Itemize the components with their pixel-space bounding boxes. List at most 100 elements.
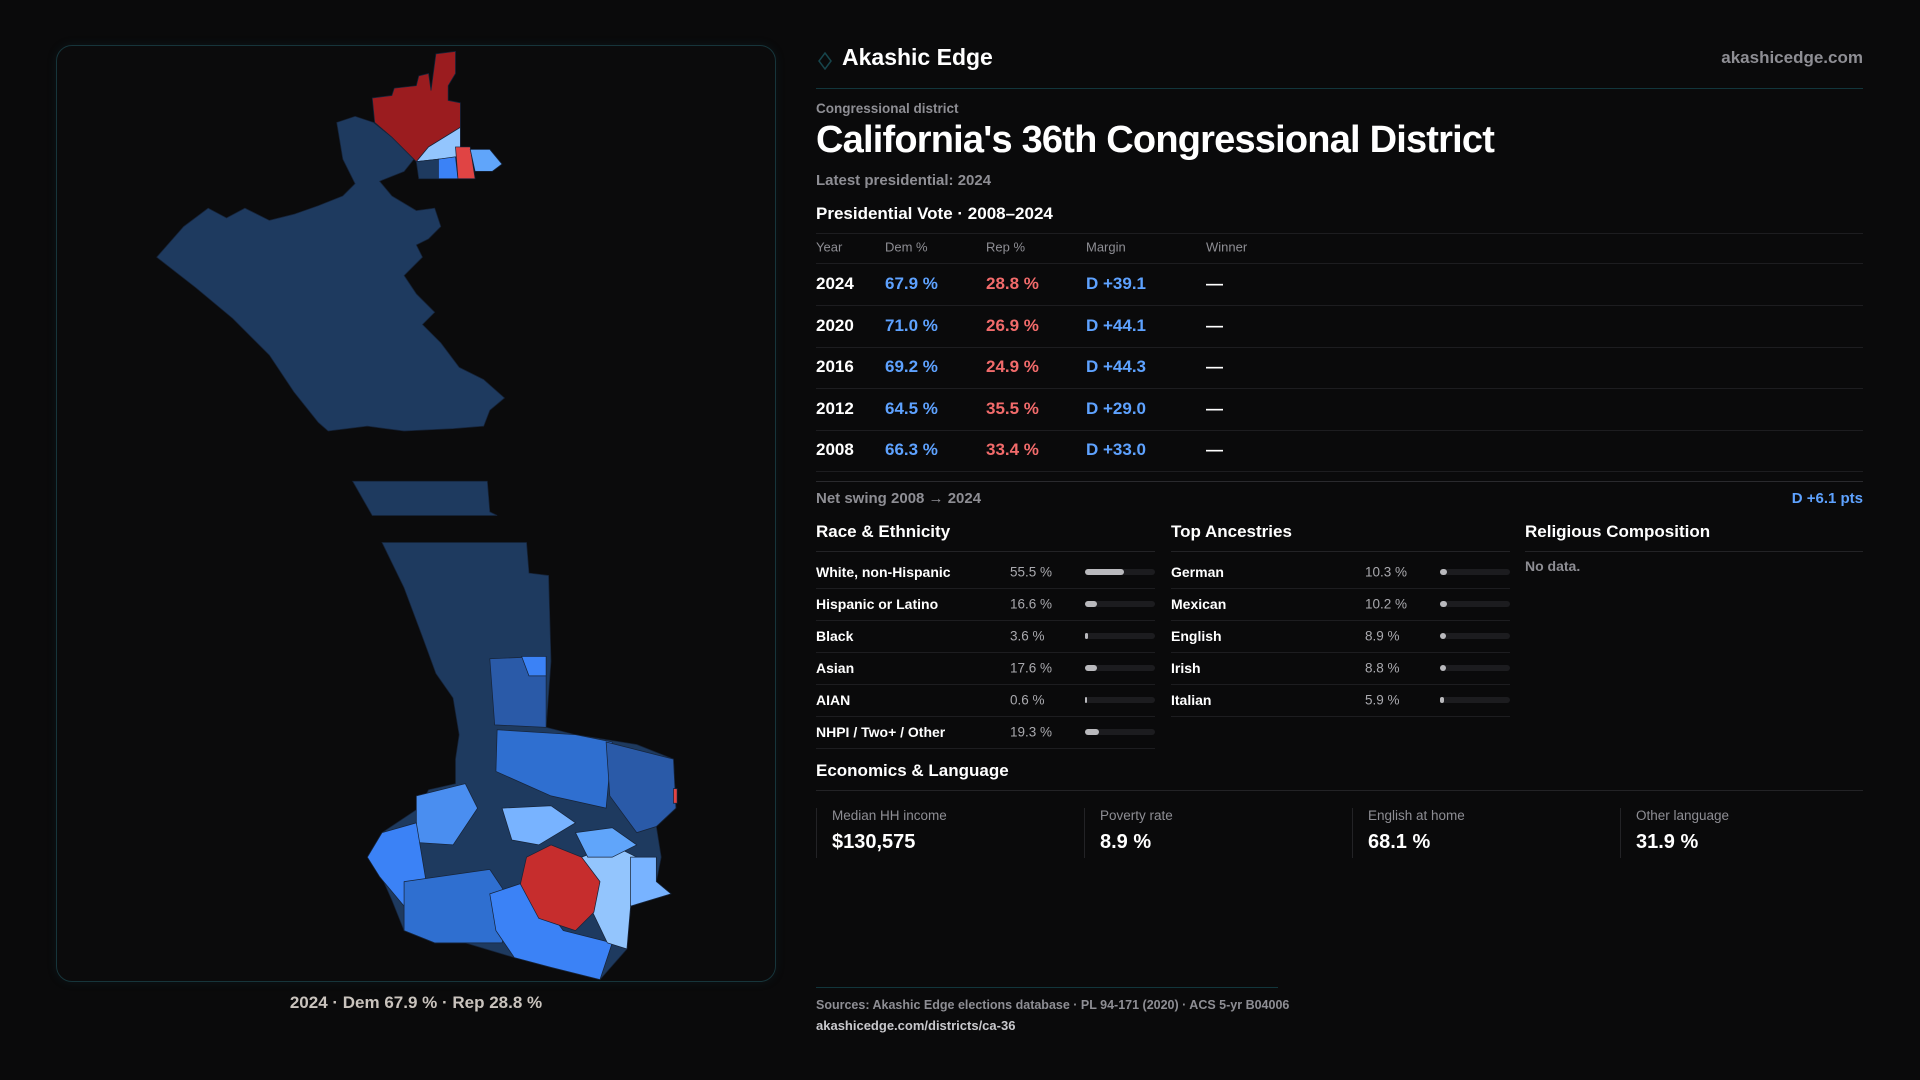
item-label: German <box>1171 564 1224 580</box>
bar-track <box>1440 633 1510 639</box>
stat-label: Poverty rate <box>1100 808 1173 823</box>
eyebrow: Congressional district <box>816 101 959 116</box>
item-value: 8.9 % <box>1365 628 1400 644</box>
item-label: Italian <box>1171 692 1212 708</box>
row-divider <box>816 305 1863 306</box>
item-value: 19.3 % <box>1010 724 1053 740</box>
dem-cell: 64.5 % <box>885 398 938 418</box>
col-year: Year <box>816 239 843 255</box>
rep-cell: 26.9 % <box>986 315 1039 335</box>
bar-fill <box>1440 569 1448 575</box>
item-label: AIAN <box>816 692 851 708</box>
bar-fill <box>1085 697 1087 703</box>
row-divider <box>1171 684 1510 685</box>
map-region-south-rep <box>520 844 601 932</box>
winner-cell: — <box>1206 357 1223 377</box>
stat-label: English at home <box>1368 808 1465 823</box>
race-heading: Race & Ethnicity <box>816 522 951 541</box>
district-url[interactable]: akashicedge.com/districts/ca-36 <box>816 1018 1016 1033</box>
bar-track <box>1085 633 1155 639</box>
rep-cell: 33.4 % <box>986 440 1039 460</box>
stat-value: 68.1 % <box>1368 831 1431 853</box>
row-divider <box>1171 716 1510 717</box>
item-label: Hispanic or Latino <box>816 596 939 612</box>
subtitle: Latest presidential: 2024 <box>816 172 992 189</box>
net-swing-label: Net swing 2008 → 2024 <box>816 490 982 507</box>
bar-track <box>1085 601 1155 607</box>
bar-fill <box>1085 601 1097 607</box>
item-value: 55.5 % <box>1010 564 1053 580</box>
row-divider <box>816 429 1863 431</box>
item-value: 10.3 % <box>1365 564 1408 580</box>
winner-cell: — <box>1206 315 1223 335</box>
map-region-middle-strip <box>352 480 498 516</box>
item-value: 10.2 % <box>1365 596 1408 612</box>
bar-track <box>1440 601 1510 607</box>
dem-cell: 66.3 % <box>885 440 938 460</box>
site-link[interactable]: akashicedge.com <box>1721 48 1863 67</box>
net-swing-value: D +6.1 pts <box>1791 490 1863 507</box>
bar-fill <box>1085 633 1088 639</box>
presidential-heading: Presidential Vote · 2008–2024 <box>816 204 1053 223</box>
col-dem: Dem % <box>885 239 928 255</box>
winner-cell: — <box>1206 398 1223 418</box>
stat-value: 31.9 % <box>1636 831 1699 853</box>
stat-card: Poverty rate 8.9 % <box>1084 808 1344 858</box>
year-cell: 2008 <box>816 440 854 460</box>
item-label: Black <box>816 628 854 644</box>
map-caption: 2024 · Dem 67.9 % · Rep 28.8 % <box>289 993 543 1012</box>
bar-track <box>1085 569 1155 575</box>
item-label: NHPI / Two+ / Other <box>816 724 946 740</box>
bar-fill <box>1440 633 1447 639</box>
religion-empty: No data. <box>1525 558 1581 574</box>
item-label: English <box>1171 628 1222 644</box>
winner-cell: — <box>1206 440 1223 460</box>
page-title: California's 36th Congressional District <box>816 119 1495 161</box>
item-value: 5.9 % <box>1365 692 1400 708</box>
item-value: 17.6 % <box>1010 660 1053 676</box>
bar-fill <box>1440 665 1447 671</box>
religion-heading: Religious Composition <box>1525 522 1711 541</box>
bar-fill <box>1440 601 1448 607</box>
stat-value: $130,575 <box>832 831 916 853</box>
row-divider <box>816 716 1155 717</box>
row-divider <box>1171 588 1510 589</box>
bar-fill <box>1440 697 1445 703</box>
item-value: 16.6 % <box>1010 596 1053 612</box>
year-cell: 2012 <box>816 398 854 418</box>
item-value: 3.6 % <box>1010 628 1045 644</box>
diamond-icon <box>818 52 832 70</box>
rep-cell: 35.5 % <box>986 398 1039 418</box>
year-cell: 2024 <box>816 274 854 293</box>
bar-fill <box>1085 569 1124 575</box>
bar-track <box>1440 697 1510 703</box>
row-divider <box>1171 620 1510 621</box>
brand-name[interactable]: Akashic Edge <box>842 44 993 70</box>
row-divider <box>816 346 1863 348</box>
bar-track <box>1085 697 1155 703</box>
stat-value: 8.9 % <box>1100 831 1152 853</box>
dem-cell: 71.0 % <box>885 315 938 335</box>
dem-cell: 69.2 % <box>885 357 938 377</box>
bar-track <box>1440 569 1510 575</box>
row-divider <box>816 588 1155 589</box>
item-value: 8.8 % <box>1365 660 1400 676</box>
item-value: 0.6 % <box>1010 692 1045 708</box>
row-divider <box>816 471 1863 473</box>
margin-cell: D +39.1 <box>1086 274 1147 293</box>
col-winner: Winner <box>1206 239 1248 255</box>
stat-label: Other language <box>1636 808 1730 823</box>
ancestry-heading: Top Ancestries <box>1171 522 1292 541</box>
rep-cell: 24.9 % <box>986 357 1039 377</box>
item-label: Mexican <box>1171 596 1227 612</box>
margin-cell: D +44.3 <box>1086 357 1147 377</box>
item-label: Asian <box>816 660 855 676</box>
stat-label: Median HH income <box>832 808 947 823</box>
bar-fill <box>1085 665 1098 671</box>
stat-card: Other language 31.9 % <box>1620 808 1880 858</box>
margin-cell: D +33.0 <box>1086 440 1147 460</box>
item-label: Irish <box>1171 660 1201 676</box>
year-cell: 2016 <box>816 357 854 377</box>
col-rep: Rep % <box>986 239 1026 255</box>
